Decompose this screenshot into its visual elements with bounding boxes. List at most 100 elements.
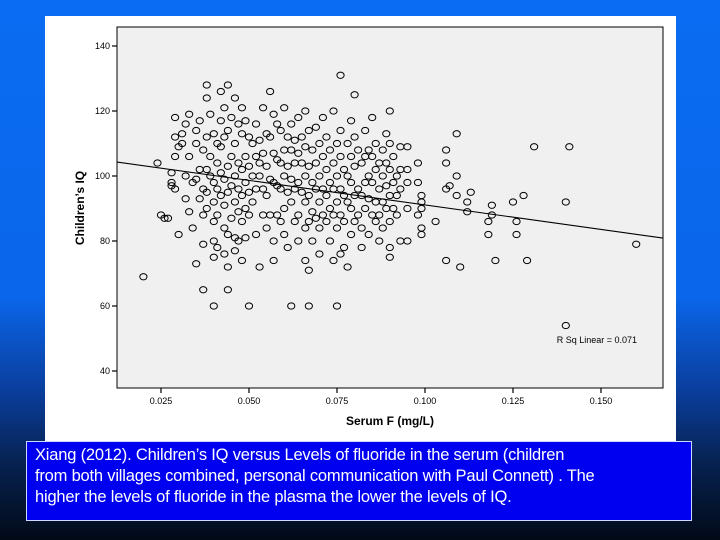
data-point xyxy=(170,133,180,141)
data-point xyxy=(318,152,328,161)
data-point xyxy=(237,217,247,226)
data-point xyxy=(336,211,345,219)
data-point xyxy=(385,253,394,261)
data-point xyxy=(445,182,454,190)
data-point xyxy=(181,172,190,180)
data-point xyxy=(255,159,264,167)
y-tick-label: 140 xyxy=(95,41,110,51)
data-point xyxy=(258,104,268,112)
data-point xyxy=(283,188,292,196)
data-point xyxy=(209,253,218,261)
data-point xyxy=(192,126,201,135)
x-tick-label: 0.150 xyxy=(590,396,613,406)
data-point xyxy=(195,195,204,203)
data-point xyxy=(301,198,310,206)
data-point xyxy=(318,185,328,193)
data-point xyxy=(280,172,289,180)
data-point xyxy=(283,243,292,252)
data-point xyxy=(364,172,373,180)
data-point xyxy=(311,214,320,222)
y-tick-label: 60 xyxy=(100,301,110,311)
data-point xyxy=(417,204,426,213)
data-point xyxy=(276,217,285,226)
data-point xyxy=(318,211,328,219)
r-squared-annotation: R Sq Linear = 0.071 xyxy=(557,335,637,345)
data-point xyxy=(276,126,285,135)
data-point xyxy=(209,130,218,138)
data-point xyxy=(382,182,391,190)
data-point xyxy=(223,126,232,135)
data-points xyxy=(139,71,641,330)
data-point xyxy=(339,243,349,252)
data-point xyxy=(178,130,187,138)
x-tick-label: 0.025 xyxy=(150,396,173,406)
data-point xyxy=(561,198,570,206)
data-point xyxy=(230,139,240,148)
data-point xyxy=(185,110,194,118)
data-point xyxy=(227,182,236,190)
data-point xyxy=(202,94,211,102)
data-point xyxy=(206,110,215,118)
data-point xyxy=(216,87,225,96)
data-point xyxy=(258,185,268,193)
data-point xyxy=(565,143,574,151)
y-tick-label: 80 xyxy=(100,236,110,246)
data-point xyxy=(392,211,401,219)
data-point xyxy=(308,178,317,187)
data-point xyxy=(276,185,285,193)
data-point xyxy=(350,91,359,99)
data-point xyxy=(248,139,257,148)
data-point xyxy=(343,172,352,180)
caption-line-1: Xiang (2012). Children’s IQ versus Level… xyxy=(35,446,565,464)
data-point xyxy=(297,133,306,141)
data-point xyxy=(361,204,370,213)
data-point xyxy=(332,224,342,232)
data-point xyxy=(216,143,225,151)
data-point xyxy=(385,165,394,174)
data-point xyxy=(375,211,384,219)
data-point xyxy=(308,237,317,245)
data-point xyxy=(280,230,289,239)
data-point xyxy=(287,302,296,310)
data-point xyxy=(287,146,296,154)
data-point xyxy=(234,185,243,193)
data-point xyxy=(315,224,324,232)
data-point xyxy=(209,178,218,187)
data-point xyxy=(202,133,211,141)
data-point xyxy=(209,198,218,206)
data-point xyxy=(346,117,356,125)
data-point xyxy=(332,139,342,148)
data-point xyxy=(280,104,289,112)
data-point xyxy=(244,162,254,170)
data-point xyxy=(223,263,232,271)
data-point xyxy=(364,195,373,203)
data-point xyxy=(244,188,254,196)
data-point xyxy=(382,159,391,167)
data-point xyxy=(304,162,313,170)
data-point xyxy=(354,185,363,193)
data-point xyxy=(322,191,331,200)
data-point xyxy=(213,243,222,252)
data-point xyxy=(325,204,335,213)
data-point xyxy=(294,178,303,187)
data-point xyxy=(304,126,313,135)
data-point xyxy=(378,146,387,154)
data-point xyxy=(315,198,324,206)
data-point xyxy=(202,165,211,174)
data-point xyxy=(357,243,366,252)
data-point xyxy=(396,185,405,193)
data-point xyxy=(343,198,352,206)
regression-line xyxy=(116,161,664,239)
caption-box: Xiang (2012). Children’s IQ versus Level… xyxy=(26,441,692,521)
data-point xyxy=(301,172,310,180)
data-point xyxy=(280,204,289,213)
data-point xyxy=(167,178,176,187)
data-point xyxy=(343,263,352,271)
data-point xyxy=(244,133,254,141)
data-point xyxy=(336,185,345,193)
data-point xyxy=(512,217,521,226)
data-point xyxy=(297,188,306,196)
data-point xyxy=(403,237,412,245)
data-point xyxy=(329,159,338,167)
data-point xyxy=(209,302,218,310)
